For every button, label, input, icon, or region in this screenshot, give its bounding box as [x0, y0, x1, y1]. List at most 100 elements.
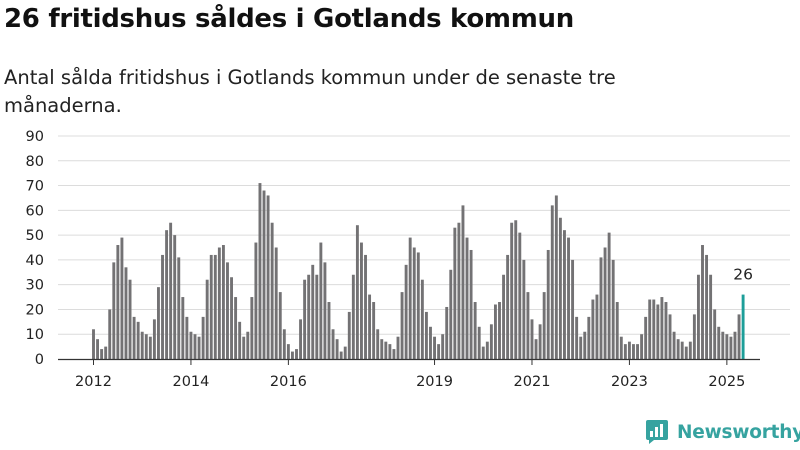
bar	[323, 262, 327, 359]
x-tick-label: 2016	[270, 374, 307, 390]
bar	[660, 297, 664, 359]
bar	[709, 274, 713, 359]
y-tick-label: 80	[26, 154, 44, 170]
bar	[197, 336, 201, 359]
bar	[725, 334, 729, 359]
bar	[534, 339, 538, 359]
bar	[303, 279, 307, 359]
bar	[347, 311, 351, 359]
bar	[607, 232, 611, 359]
y-tick-label: 70	[26, 179, 44, 195]
bar	[266, 195, 270, 359]
bar	[692, 314, 696, 359]
bar	[120, 237, 124, 359]
bar	[416, 252, 420, 359]
bar	[717, 326, 721, 359]
bar	[152, 319, 156, 359]
bar	[96, 339, 100, 359]
bar	[453, 227, 457, 359]
x-tick-label: 2021	[514, 374, 551, 390]
bar	[140, 331, 144, 359]
bar	[668, 314, 672, 359]
bar	[627, 341, 631, 359]
bar	[498, 302, 501, 359]
bar	[583, 331, 587, 359]
bar	[274, 247, 278, 359]
chart-title: 26 fritidshus såldes i Gotlands kommun	[4, 4, 574, 34]
bar	[132, 316, 136, 359]
bar	[721, 331, 725, 359]
axes	[58, 358, 760, 365]
bar	[457, 222, 461, 359]
bar	[254, 242, 258, 359]
bar	[331, 329, 335, 359]
bar	[230, 277, 233, 359]
bar	[640, 334, 644, 359]
bar	[530, 319, 534, 359]
bar	[408, 237, 412, 359]
bars	[92, 183, 745, 359]
x-tick-label: 2025	[708, 374, 745, 390]
bar	[286, 344, 290, 359]
bar	[315, 274, 319, 359]
bar	[148, 336, 152, 359]
bar	[181, 297, 185, 359]
bar	[558, 217, 562, 359]
bar	[400, 292, 404, 359]
bar	[136, 321, 140, 359]
bar	[104, 346, 108, 359]
bar	[226, 262, 229, 359]
x-tick-label: 2019	[416, 374, 453, 390]
bar	[526, 292, 530, 359]
bar	[173, 235, 177, 359]
bar	[705, 254, 709, 359]
bar	[335, 339, 339, 359]
bar	[221, 245, 225, 359]
bar	[234, 297, 238, 359]
bar	[161, 254, 164, 359]
bar	[380, 339, 384, 359]
bar	[351, 274, 355, 359]
bar	[424, 311, 428, 359]
y-tick-label: 50	[26, 228, 44, 244]
bar	[696, 274, 700, 359]
bar	[514, 220, 518, 359]
bar	[169, 222, 173, 359]
y-tick-label: 60	[26, 203, 44, 219]
newsworthy-logo: Newsworthy	[645, 419, 800, 445]
labels: 0 10 20 30 40 50 60 70 80 90 2012 2014 2016 2019 2021 2…	[26, 129, 753, 390]
bar	[546, 249, 550, 359]
bar	[579, 336, 583, 359]
bar	[449, 269, 453, 359]
bar	[485, 341, 489, 359]
bar	[473, 302, 477, 359]
bar	[652, 299, 656, 359]
bar	[433, 336, 436, 359]
bar	[522, 259, 526, 359]
brand-name: Newsworthy	[677, 421, 800, 443]
bar-highlighted	[741, 294, 745, 359]
bar	[420, 279, 424, 359]
bar	[92, 329, 95, 359]
bar	[108, 309, 112, 359]
y-tick-label: 10	[26, 327, 44, 343]
bar	[632, 344, 635, 359]
bar	[599, 257, 603, 359]
bar	[282, 329, 286, 359]
bar	[481, 346, 485, 359]
bar	[429, 326, 432, 359]
bar	[518, 232, 522, 359]
bar	[493, 304, 497, 359]
bar	[372, 302, 376, 359]
bar	[250, 297, 254, 359]
bar	[144, 334, 148, 359]
bar	[396, 336, 400, 359]
bar	[575, 316, 579, 359]
bar	[465, 237, 469, 359]
bar	[242, 336, 246, 359]
bar	[307, 274, 311, 359]
bar	[412, 247, 416, 359]
y-tick-label: 40	[26, 253, 44, 269]
bar	[100, 349, 104, 359]
bar	[684, 346, 688, 359]
